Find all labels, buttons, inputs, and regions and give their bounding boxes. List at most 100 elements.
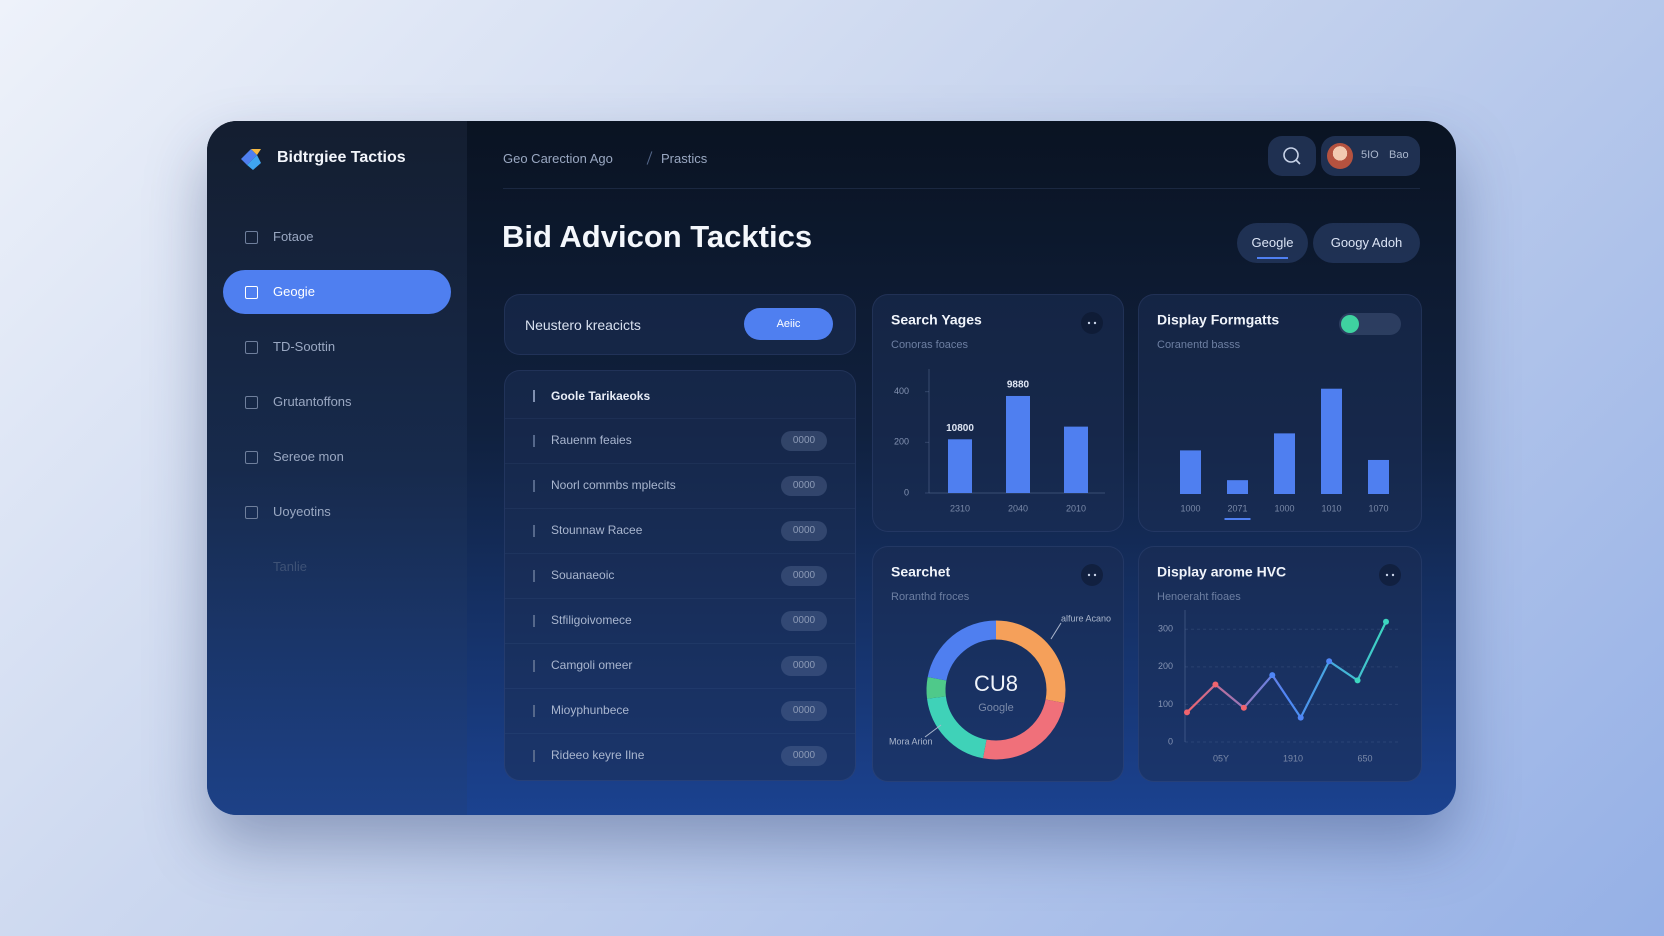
chart-title: Display arome HVC [1157, 564, 1286, 580]
nav-item[interactable]: Geogie [223, 270, 451, 314]
line-point [1354, 677, 1361, 684]
nav-label: Grutantoffons [273, 394, 352, 409]
bar [1006, 395, 1030, 493]
brand-logo [241, 149, 261, 170]
keyword-row: Camgoli omeer 0000 [505, 643, 855, 688]
x-tick-label: 1910 [1283, 753, 1303, 763]
nav-label: Fotaoe [273, 229, 314, 244]
list-marker [533, 390, 535, 402]
line-point [1383, 618, 1389, 625]
bar [1064, 426, 1088, 493]
y-tick-label: 0 [904, 487, 909, 497]
tab[interactable]: Geogle [1237, 223, 1308, 263]
search-label: Neustero kreacicts [525, 317, 641, 333]
breadcrumb: Geo Carection Ago [503, 151, 613, 166]
chart-subtitle: Conoras foaces [891, 339, 969, 351]
line-point [1240, 704, 1247, 711]
x-tick-label: 1070 [1368, 503, 1388, 513]
user-label: 5IO [1361, 149, 1379, 161]
nav-item[interactable]: Grutantoffons [223, 380, 451, 424]
bar [1274, 433, 1295, 494]
bar-chart-card: Search Yages Conoras foaces 0 200 400 2310 108… [872, 294, 1124, 532]
nav-item[interactable]: Tanlie [223, 545, 451, 589]
tab-label: Geogle [1251, 235, 1294, 250]
list-title: Goole Tarikaeoks [551, 389, 651, 403]
nav-item[interactable]: Sereoe mon [223, 435, 451, 479]
x-tick-label: 2010 [1066, 503, 1086, 513]
donut-segment [926, 676, 947, 699]
avatar [1327, 143, 1353, 169]
y-tick-label: 300 [1158, 624, 1173, 634]
nav-icon [245, 506, 258, 519]
data-annotation: 10800 [946, 423, 974, 434]
chart-title: Display Formgatts [1157, 312, 1279, 328]
more-dot [1093, 573, 1097, 577]
y-tick-label: 100 [1158, 699, 1173, 709]
donut-center-value: CU8 [974, 671, 1018, 696]
nav-icon [245, 451, 258, 464]
nav-icon [245, 286, 258, 299]
nav-icon [245, 396, 258, 409]
more-dot [1087, 573, 1091, 577]
bar [1321, 388, 1342, 494]
row-marker [533, 660, 535, 672]
more-dot [1087, 321, 1091, 325]
line-point [1297, 714, 1304, 721]
line-chart-card: Display arome HVC Henoeraht fioaes 0 100 200… [1138, 546, 1422, 782]
bar [1368, 459, 1389, 494]
keyword-row: Mioyphunbece 0000 [505, 688, 855, 733]
user-menu[interactable]: 5IO Bao [1321, 136, 1420, 176]
nav-item[interactable]: Fotaoe [223, 215, 451, 259]
nav-item[interactable]: Uoyeotins [223, 490, 451, 534]
chart-title: Searchet [891, 564, 950, 580]
breadcrumb-separator [646, 151, 653, 165]
x-tick-label: 1000 [1274, 503, 1294, 513]
y-tick-label: 200 [1158, 661, 1173, 671]
keyword-row: Rauenm feaies 0000 [505, 418, 855, 463]
row-marker [533, 570, 535, 582]
donut-annotation: Mora Arion [889, 736, 933, 746]
nav-item[interactable]: TD-Soottin [223, 325, 451, 369]
donut-segment [982, 699, 1065, 760]
nav-label: Sereoe mon [273, 449, 344, 464]
row-marker [533, 750, 535, 762]
donut-chart-card: Searchet Roranthd froces CU8 Google alfure A… [872, 546, 1124, 782]
sidebar: Bidtrgiee Tactios Fotaoe Geogie TD-Soottin… [207, 121, 467, 815]
donut-annotation: alfure Acano [1061, 613, 1111, 623]
bar [948, 439, 972, 493]
tab[interactable]: Googy Adoh [1313, 223, 1420, 263]
search-card: Neustero kreacicts Aeiic [504, 294, 856, 355]
search-button[interactable] [1268, 136, 1316, 176]
keyword-badge: 0000 [781, 701, 827, 721]
keyword-row: Stounnaw Racee 0000 [505, 508, 855, 553]
app-window: Bidtrgiee Tactios Fotaoe Geogie TD-Soottin… [207, 121, 1456, 815]
y-tick-label: 0 [1168, 736, 1173, 746]
leader-line [924, 724, 942, 738]
bar [1180, 450, 1201, 494]
nav-icon [245, 231, 258, 244]
line-point [1212, 681, 1219, 688]
donut-segment [927, 695, 987, 759]
row-marker [533, 435, 535, 447]
keyword-name: Rauenm feaies [551, 433, 632, 447]
row-marker [533, 525, 535, 537]
keyword-name: Noorl commbs mplecits [551, 478, 676, 492]
more-button [1379, 564, 1401, 586]
keyword-name: Camgoli omeer [551, 658, 633, 672]
keyword-badge: 0000 [781, 431, 827, 451]
keyword-badge: 0000 [781, 611, 827, 631]
toggle-dot [1341, 315, 1359, 333]
donut-center-label: Google [978, 702, 1013, 714]
more-dot [1385, 573, 1389, 577]
nav-label: TD-Soottin [273, 339, 336, 354]
search-action[interactable]: Aeiic [744, 308, 833, 340]
keyword-badge: 0000 [781, 476, 827, 496]
row-marker [533, 705, 535, 717]
nav-label: Tanlie [273, 559, 307, 574]
nav-icon [245, 341, 258, 354]
bar-chart-card: Display Formgatts Coranentd basss 1000 2071… [1138, 294, 1422, 532]
keyword-list: Goole Tarikaeoks Rauenm feaies 0000 Noorl … [504, 370, 856, 781]
line-series [1186, 621, 1387, 720]
more-button [1081, 312, 1103, 334]
